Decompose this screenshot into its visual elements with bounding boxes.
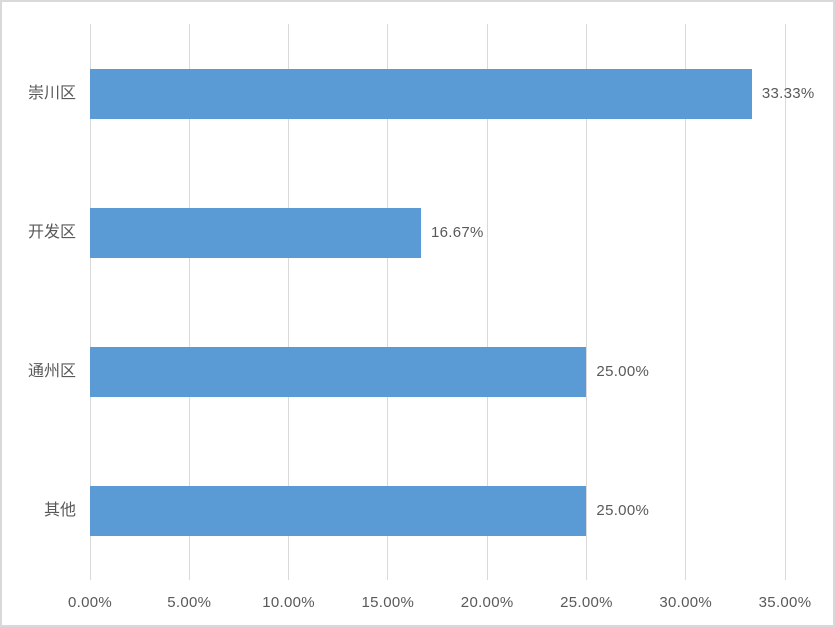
data-label: 33.33% [761, 84, 815, 102]
data-label: 25.00% [596, 501, 650, 519]
x-tick-label: 0.00% [67, 594, 113, 611]
x-tick-label: 20.00% [460, 594, 514, 611]
bar-开发区[interactable] [90, 207, 422, 258]
x-tick-label: 35.00% [758, 594, 812, 611]
gridline [188, 24, 190, 580]
data-label: 25.00% [596, 362, 650, 380]
bar-崇川区[interactable] [90, 68, 752, 119]
category-label: 其他 [43, 501, 76, 519]
data-label: 16.67% [431, 223, 484, 241]
bar-通州区[interactable] [90, 346, 587, 397]
gridline [387, 24, 389, 580]
x-tick-label: 30.00% [659, 594, 713, 611]
gridline [585, 24, 587, 580]
x-tick-label: 10.00% [262, 594, 315, 611]
gridline [486, 24, 488, 580]
gridline [685, 24, 687, 580]
category-label: 开发区 [27, 223, 76, 241]
gridline [784, 24, 786, 580]
x-tick-label: 25.00% [560, 594, 613, 611]
bar-其他[interactable] [90, 485, 587, 536]
x-tick-label: 5.00% [167, 594, 212, 611]
gridline [89, 24, 91, 580]
category-label: 崇川区 [27, 84, 76, 102]
gridline [288, 24, 290, 580]
x-tick-label: 15.00% [361, 594, 415, 611]
category-label: 通州区 [27, 362, 76, 380]
